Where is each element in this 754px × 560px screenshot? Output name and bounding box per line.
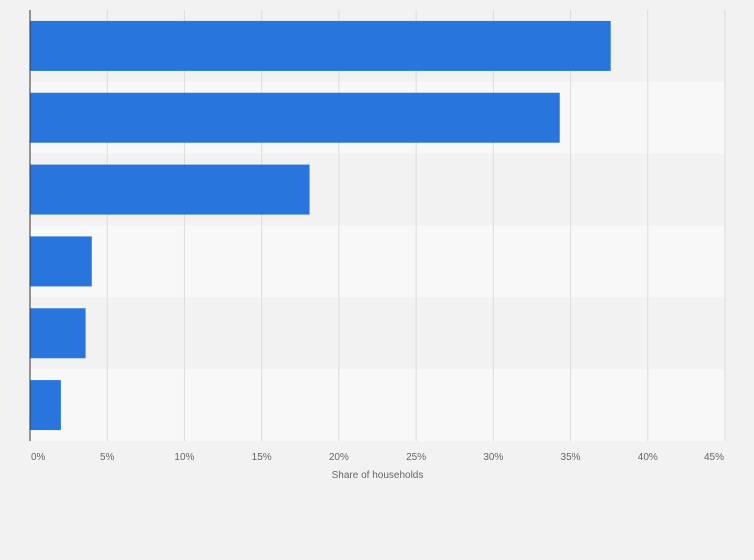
x-tick-label: 45% <box>704 452 724 463</box>
x-tick-label: 25% <box>406 452 426 463</box>
x-tick-label: 40% <box>638 452 658 463</box>
bar <box>30 92 560 143</box>
row-band <box>30 369 725 441</box>
gridlines <box>106 10 726 441</box>
x-tick-label: 30% <box>483 452 503 463</box>
row-band <box>30 225 725 298</box>
x-tick-labels: 0% 5% 10% 15% 20% 25% 30% 35% 40% 45% <box>31 452 724 463</box>
bars <box>30 20 611 431</box>
row-band <box>30 297 725 370</box>
x-tick-label: 35% <box>561 452 581 463</box>
bar <box>30 380 61 431</box>
x-tick-label: 20% <box>329 452 349 463</box>
x-tick-label: 10% <box>174 452 194 463</box>
bar <box>30 164 310 215</box>
bar <box>30 236 92 287</box>
x-axis-title: Share of households <box>332 470 424 481</box>
x-tick-label: 15% <box>252 452 272 463</box>
row-bands <box>30 10 725 441</box>
bar <box>30 20 611 71</box>
x-tick-label: 0% <box>31 452 46 463</box>
bar <box>30 308 86 359</box>
x-tick-label: 5% <box>100 452 115 463</box>
